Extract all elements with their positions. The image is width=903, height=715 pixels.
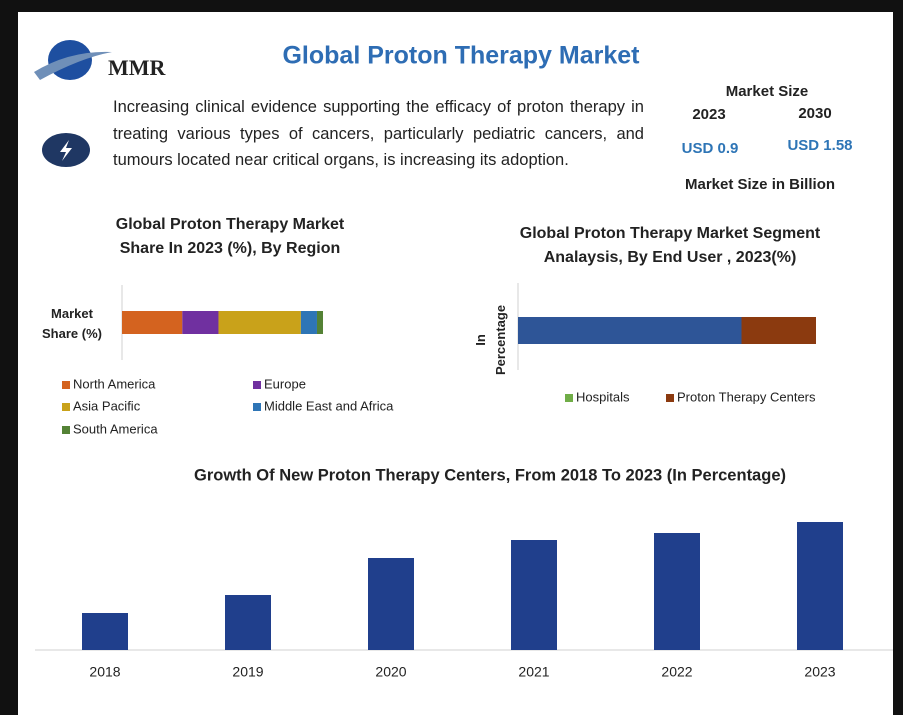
legend-label: North America [73,376,156,391]
legend-label: Hospitals [576,389,630,404]
bar-segment [316,311,323,334]
legend-label: Middle East and Africa [264,398,394,413]
legend-swatch [253,381,261,389]
market-value: USD 1.58 [787,137,852,154]
title: Global Proton Therapy Market [282,42,640,70]
logo-swoosh [34,51,112,80]
chart-title: Global Proton Therapy Market Share In 20… [115,216,345,257]
y-axis-label: Market Share (%) [42,306,102,341]
bar-segment [518,317,742,344]
y-axis-label: In Percentage [473,304,508,376]
bar-segment [122,311,183,334]
market-size-note: Market Size in Billion [685,176,835,193]
legend-swatch [62,426,70,434]
logo-text: MMR [108,55,167,80]
legend-label: Asia Pacific [73,398,141,413]
bar [654,533,700,650]
paper [18,12,893,715]
legend-label: Europe [264,376,306,391]
x-tick-label: 2021 [518,664,549,680]
chart-title: Global Proton Therapy Market Segment Ana… [519,225,821,266]
x-tick-label: 2018 [89,664,120,680]
year: 2030 [798,105,831,122]
bar [797,522,843,650]
bar-segment [182,311,219,334]
bar-segment [218,311,301,334]
bar-segment [741,317,816,344]
market-size-label: Market Size [726,83,809,100]
x-tick-label: 2023 [804,664,835,680]
x-tick-label: 2020 [375,664,406,680]
year: 2023 [692,106,725,123]
legend-swatch [62,381,70,389]
bar [511,540,557,650]
bar [225,595,271,650]
bar-segment [300,311,317,334]
legend-swatch [62,403,70,411]
bar [82,613,128,650]
bar [368,558,414,650]
legend-swatch [253,403,261,411]
market-value: USD 0.9 [682,140,739,157]
legend-label: South America [73,421,158,436]
description: Increasing clinical evidence supporting … [113,98,644,169]
legend-swatch [565,394,573,402]
bolt-icon [60,140,72,161]
chart-title: Growth Of New Proton Therapy Centers, Fr… [194,466,786,484]
legend-swatch [666,394,674,402]
x-tick-label: 2019 [232,664,263,680]
x-tick-label: 2022 [661,664,692,680]
legend-label: Proton Therapy Centers [677,389,816,404]
